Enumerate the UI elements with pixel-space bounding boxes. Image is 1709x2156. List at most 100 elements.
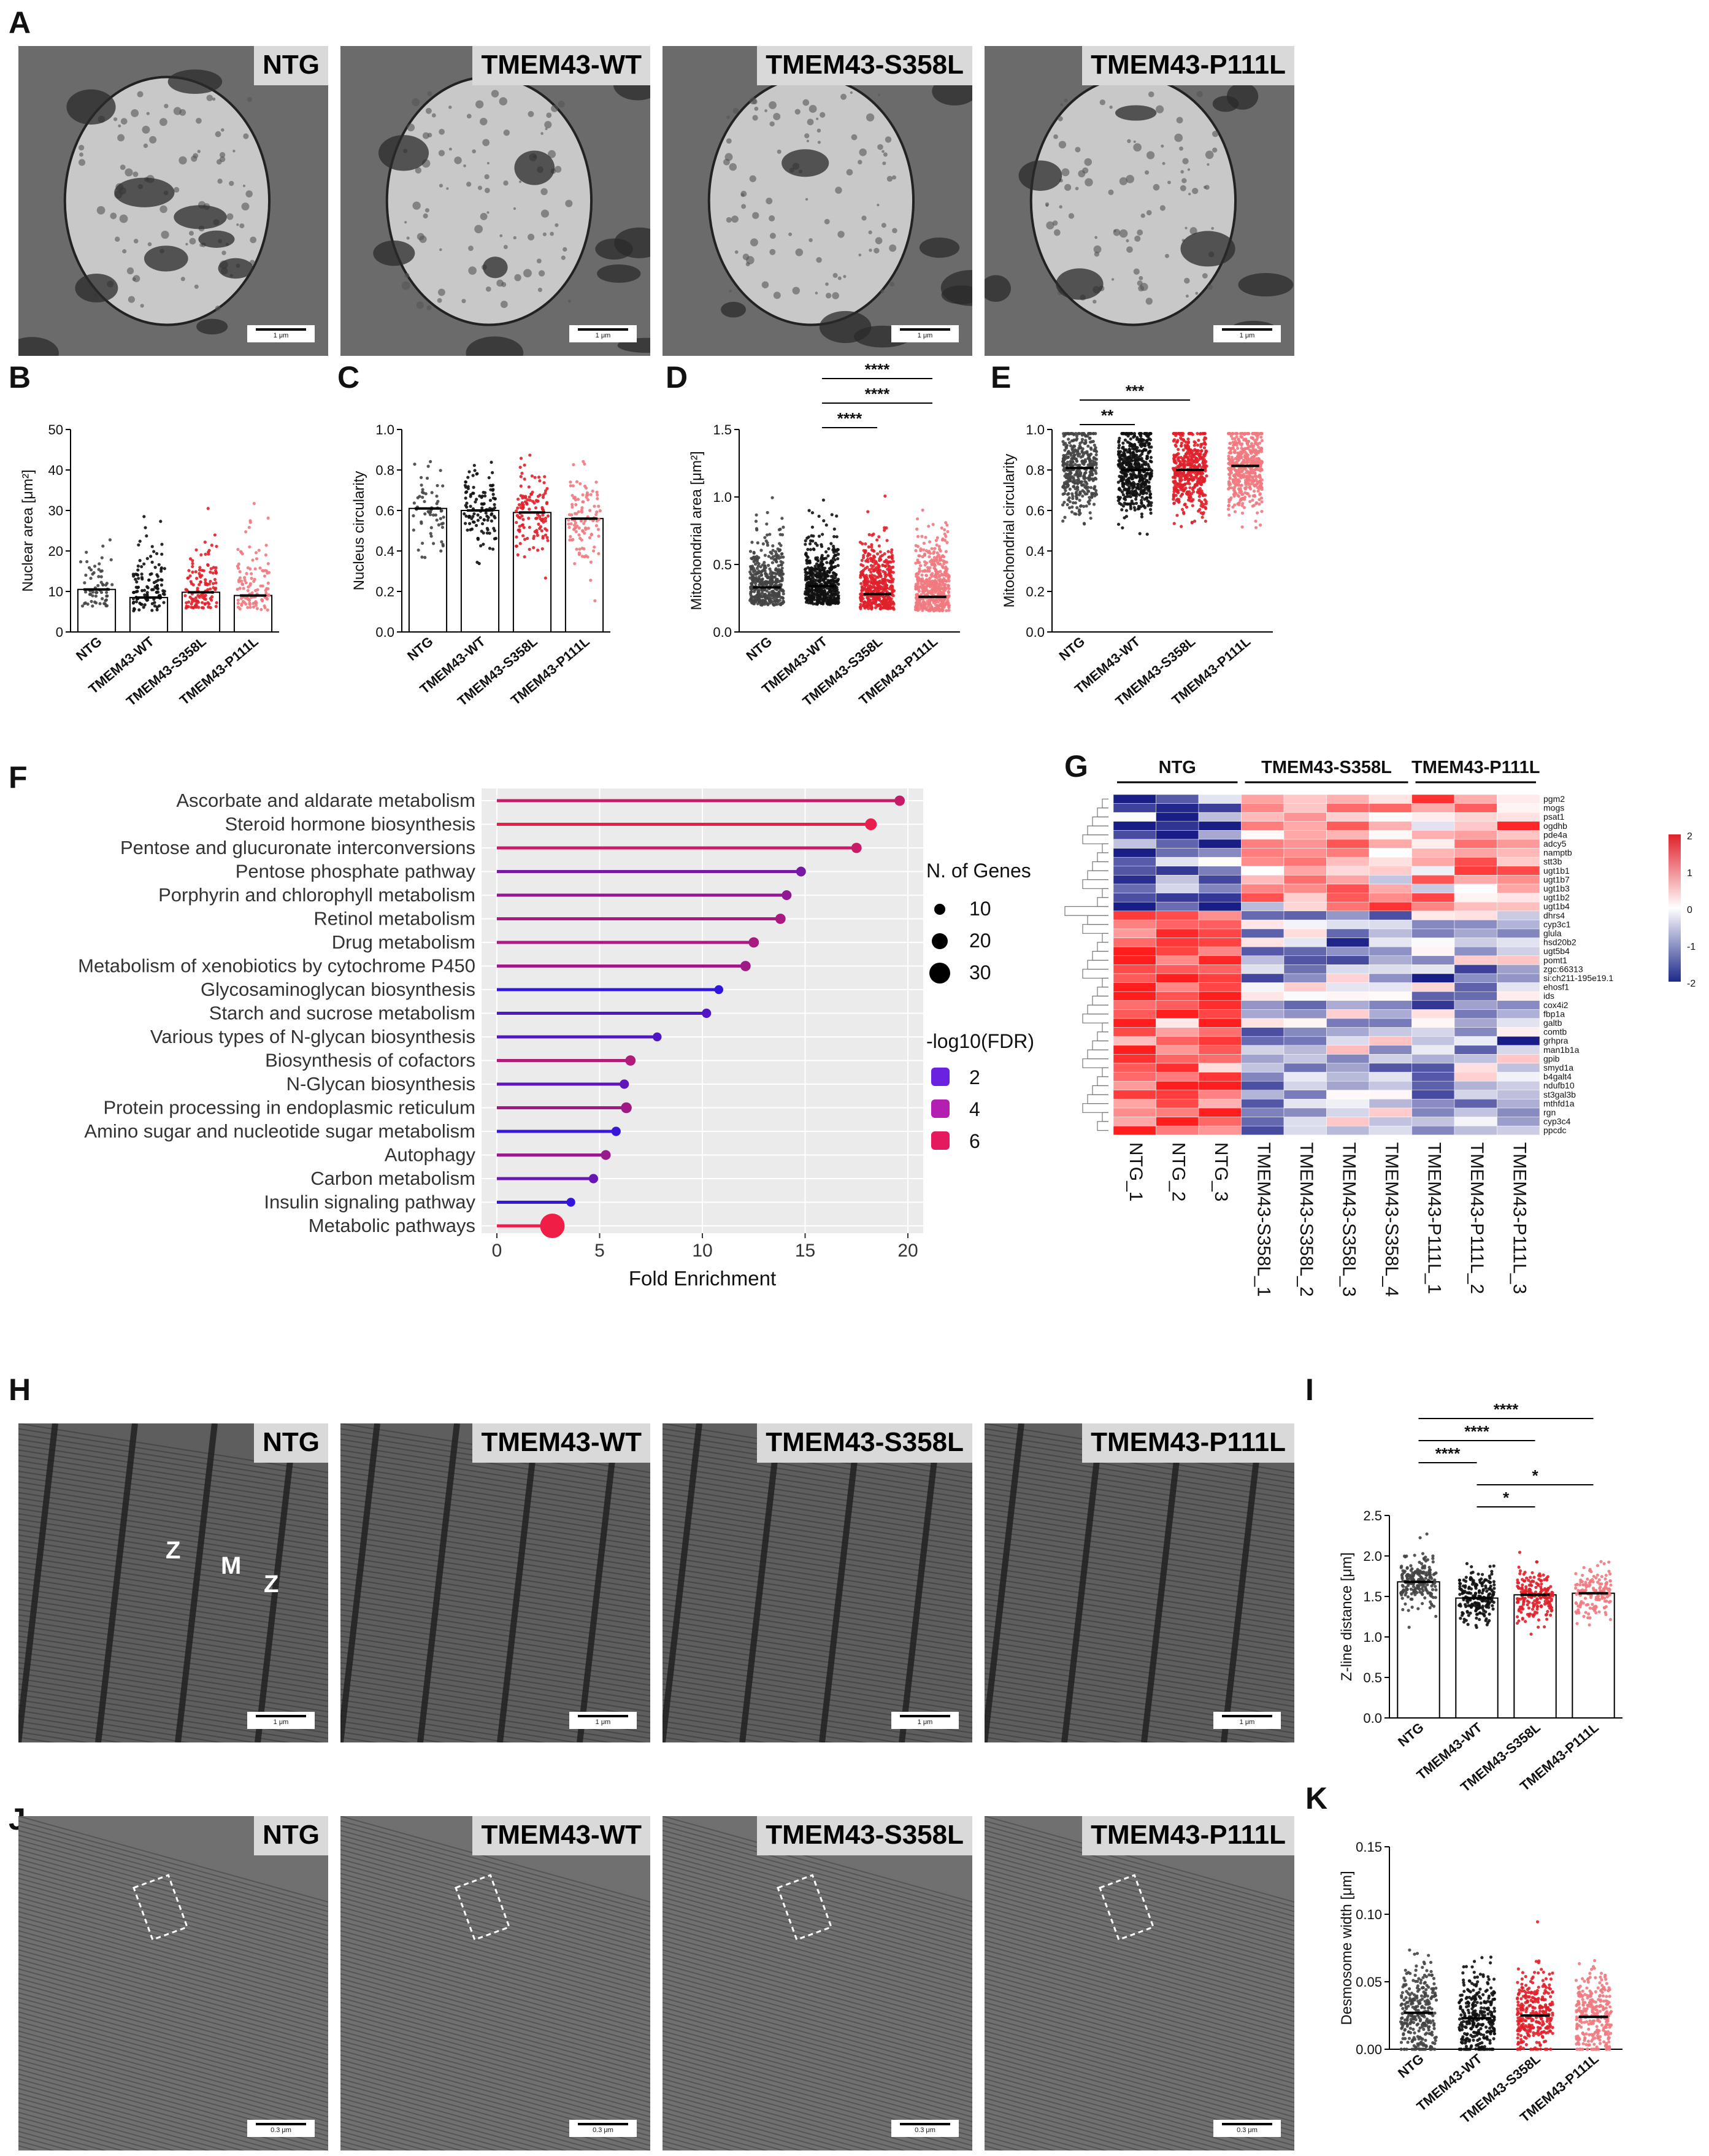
chromatin-speck: [149, 136, 157, 144]
myofibril-line: [985, 1593, 1294, 1644]
myofibril-line: [18, 2044, 328, 2132]
myofibril-line: [985, 2035, 1294, 2123]
myofibril-line: [662, 2078, 924, 2150]
data-point: [891, 565, 895, 569]
chromatin-speck: [752, 212, 759, 219]
data-point: [829, 542, 833, 545]
scale-bar-line: [256, 2123, 306, 2125]
data-point: [203, 603, 207, 606]
myofibril-line: [985, 1694, 1291, 1742]
myofibril-line: [662, 1662, 972, 1712]
data-point: [1147, 485, 1151, 488]
myofibril-line: [985, 1896, 1294, 1984]
chromatin-speck: [1167, 180, 1171, 185]
chromatin-speck: [439, 248, 442, 252]
data-point: [594, 513, 598, 517]
chromatin-speck: [825, 293, 832, 299]
data-point: [477, 561, 481, 566]
myofibril-line: [340, 1816, 650, 1903]
myofibril-line: [662, 2025, 972, 2113]
data-point: [810, 573, 814, 577]
data-point: [91, 572, 94, 576]
myofibril-line: [18, 1987, 328, 2075]
scale-bar-text: 1 μm: [595, 332, 611, 339]
myofibril-line: [662, 1939, 972, 2027]
chromatin-speck: [401, 281, 410, 290]
data-point: [215, 544, 218, 549]
chromatin-speck: [742, 253, 750, 261]
data-point: [209, 587, 212, 591]
data-point: [1086, 444, 1090, 448]
data-point: [829, 559, 834, 563]
data-point: [859, 605, 862, 609]
em-micrograph: TMEM43-P111L 1 μm: [985, 1423, 1294, 1742]
data-point: [1149, 492, 1153, 496]
data-point: [1091, 459, 1094, 463]
data-point: [260, 598, 264, 602]
data-point: [420, 522, 423, 525]
data-point: [1150, 501, 1153, 505]
data-point: [475, 472, 479, 475]
data-point: [545, 528, 549, 532]
data-point: [491, 493, 495, 496]
chromatin-speck: [221, 128, 225, 132]
data-point: [188, 574, 192, 578]
myofibril-line: [18, 1657, 328, 1707]
myofibril-line: [18, 2092, 228, 2150]
data-point: [577, 510, 580, 514]
data-point: [825, 561, 829, 564]
data-point: [136, 568, 140, 572]
data-point: [1089, 477, 1093, 481]
data-point: [883, 552, 886, 556]
data-point: [947, 606, 951, 609]
myofibril-line: [340, 2044, 650, 2132]
data-point: [872, 569, 875, 573]
data-point: [595, 519, 599, 523]
chromatin-speck: [499, 234, 503, 237]
data-point: [1062, 491, 1067, 496]
chromatin-speck: [446, 187, 449, 190]
chromatin-speck: [437, 288, 445, 296]
data-point: [100, 569, 104, 573]
myofibril-line: [340, 1582, 650, 1633]
data-point: [873, 582, 877, 585]
data-point: [1148, 432, 1152, 436]
data-point: [826, 579, 830, 582]
data-point: [1075, 481, 1079, 485]
mitochondrion-shape: [75, 273, 118, 302]
data-point: [156, 587, 159, 591]
myofibril-line: [662, 1830, 972, 1917]
data-point: [1128, 448, 1132, 452]
data-point: [206, 563, 210, 567]
data-point: [914, 549, 918, 553]
myofibril-line: [340, 1566, 650, 1617]
myofibril-line: [662, 1835, 972, 1922]
myofibril-line: [985, 1935, 1294, 2022]
data-point: [439, 509, 443, 513]
data-point: [1132, 454, 1136, 458]
data-point: [1078, 463, 1081, 467]
data-point: [519, 456, 523, 460]
chromatin-speck: [117, 134, 125, 142]
data-point: [574, 498, 577, 502]
myofibril-line: [18, 2135, 72, 2150]
data-point: [937, 545, 941, 549]
myofibril-line: [340, 1731, 412, 1742]
data-point: [755, 598, 759, 601]
chromatin-speck: [773, 291, 781, 299]
data-point: [592, 549, 596, 553]
data-point: [534, 506, 538, 510]
data-point: [241, 599, 245, 603]
data-point: [1129, 458, 1134, 462]
y-tick-label: 1.0: [1026, 422, 1045, 437]
data-point: [932, 563, 935, 567]
y-tick-label: 10: [48, 584, 63, 599]
mitochondrion-shape: [514, 150, 555, 185]
myofibril-line: [18, 1641, 328, 1692]
data-point: [821, 498, 826, 502]
data-point: [809, 581, 813, 585]
data-point: [1082, 477, 1086, 480]
data-point: [194, 596, 198, 600]
data-point: [779, 563, 783, 567]
data-point: [807, 509, 811, 512]
